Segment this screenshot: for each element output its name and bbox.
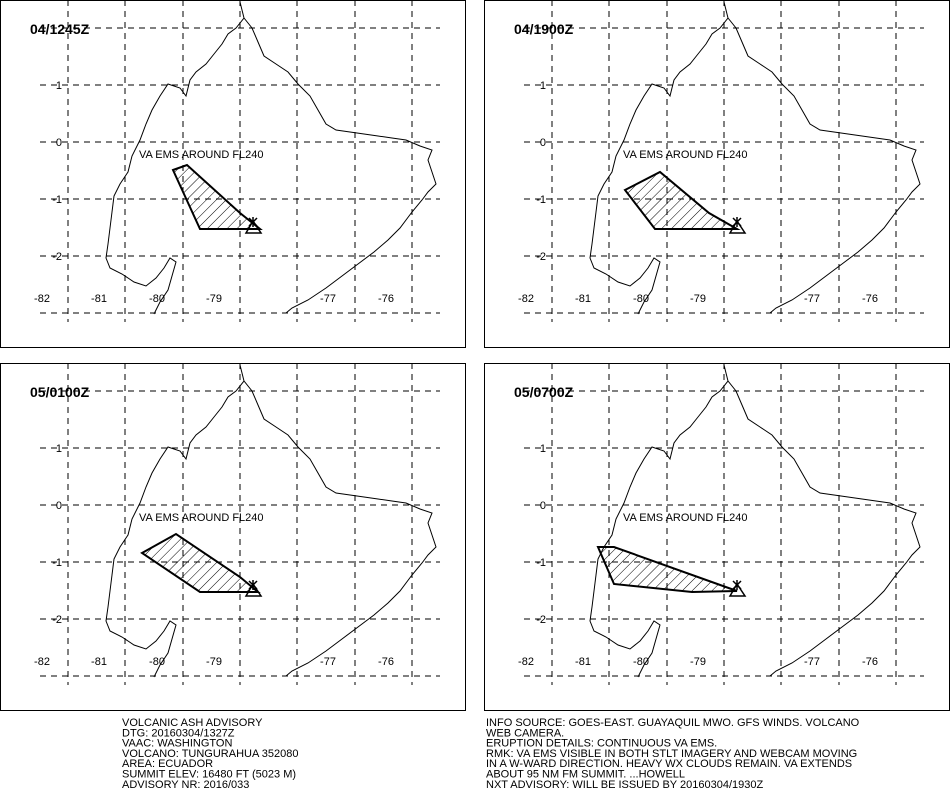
lon-label: -79 bbox=[206, 293, 222, 305]
lon-label: -77 bbox=[320, 293, 336, 305]
map-panel: 05/0100Z VA EMS AROUND FL240 1 0 -1 -2 -82 -81 -… bbox=[0, 363, 466, 711]
advisory-line: IN A W-WARD DIRECTION. HEAVY WX CLOUDS R… bbox=[486, 758, 852, 770]
advisory-line: VOLCANO: TUNGURAHUA 352080 bbox=[122, 748, 298, 760]
lon-label: -80 bbox=[633, 293, 649, 305]
volcano-symbol bbox=[728, 582, 747, 597]
advisory-line: NXT ADVISORY: WILL BE ISSUED BY 20160304… bbox=[486, 779, 763, 791]
lat-label: 0 bbox=[56, 137, 62, 149]
lat-label: -2 bbox=[52, 614, 62, 626]
lon-label: -76 bbox=[378, 656, 394, 668]
volcano-symbol bbox=[244, 219, 263, 234]
advisory-line: INFO SOURCE: GOES-EAST. GUAYAQUIL MWO. G… bbox=[486, 717, 860, 729]
lon-label: -77 bbox=[804, 656, 820, 668]
lon-label: -82 bbox=[34, 656, 50, 668]
lat-label: 0 bbox=[56, 500, 62, 512]
advisory-line: ADVISORY NR: 2016/033 bbox=[122, 779, 249, 791]
lat-label: 1 bbox=[56, 80, 62, 92]
panel-frame bbox=[484, 363, 950, 711]
lon-label: -80 bbox=[633, 656, 649, 668]
advisory-line: VAAC: WASHINGTON bbox=[122, 738, 232, 750]
lon-label: -81 bbox=[575, 293, 591, 305]
ash-label: VA EMS AROUND FL240 bbox=[623, 149, 748, 161]
lat-label: 1 bbox=[540, 443, 546, 455]
lon-label: -79 bbox=[690, 293, 706, 305]
panel-frame bbox=[0, 363, 466, 711]
volcano-star bbox=[732, 217, 742, 227]
advisory-line: WEB CAMERA. bbox=[486, 727, 564, 739]
volcano-star bbox=[248, 580, 258, 590]
volcano-symbol bbox=[244, 582, 263, 597]
ash-area bbox=[623, 170, 741, 230]
ash-label: VA EMS AROUND FL240 bbox=[139, 512, 264, 524]
panel-time: 04/1900Z bbox=[514, 21, 574, 37]
lat-label: -1 bbox=[52, 194, 62, 206]
lat-label: -2 bbox=[536, 614, 546, 626]
coastline bbox=[589, 1, 921, 315]
lat-label: -2 bbox=[536, 251, 546, 263]
lon-label: -82 bbox=[518, 656, 534, 668]
map-panel: 04/1245Z VA EMS AROUND FL240 1 0 -1 -2 -82 -81 -… bbox=[0, 0, 466, 348]
panel-time: 05/0700Z bbox=[514, 384, 574, 400]
map-panel: 04/1900Z VA EMS AROUND FL240 1 0 -1 -2 -82 -81 -… bbox=[484, 0, 950, 348]
ash-area bbox=[171, 163, 263, 230]
lat-label: -1 bbox=[52, 557, 62, 569]
lon-label: -81 bbox=[575, 656, 591, 668]
lon-label: -80 bbox=[149, 293, 165, 305]
panel-frame bbox=[484, 0, 950, 348]
lat-label: 1 bbox=[540, 80, 546, 92]
lon-label: -81 bbox=[91, 656, 107, 668]
advisory-line: ERUPTION DETAILS: CONTINUOUS VA EMS. bbox=[486, 738, 717, 750]
lon-label: -82 bbox=[518, 293, 534, 305]
advisory-line: SUMMIT ELEV: 16480 FT (5023 M) bbox=[122, 769, 296, 781]
lon-label: -80 bbox=[149, 656, 165, 668]
lon-label: -76 bbox=[862, 293, 878, 305]
lat-label: 1 bbox=[56, 443, 62, 455]
ash-label: VA EMS AROUND FL240 bbox=[623, 512, 748, 524]
lat-label: 0 bbox=[540, 500, 546, 512]
volcano-symbol bbox=[728, 219, 747, 234]
advisory-line: VOLCANIC ASH ADVISORY bbox=[122, 717, 263, 729]
ash-area bbox=[596, 546, 738, 594]
lon-label: -77 bbox=[804, 293, 820, 305]
lat-label: -1 bbox=[536, 194, 546, 206]
lon-label: -76 bbox=[862, 656, 878, 668]
coastline bbox=[105, 364, 437, 678]
lon-label: -79 bbox=[206, 656, 222, 668]
coastline bbox=[589, 364, 921, 678]
coastline bbox=[105, 1, 437, 315]
volcano-star bbox=[248, 217, 258, 227]
lat-label: 0 bbox=[540, 137, 546, 149]
lat-label: -2 bbox=[52, 251, 62, 263]
lon-label: -81 bbox=[91, 293, 107, 305]
advisory-line: DTG: 20160304/1327Z bbox=[122, 727, 235, 739]
lon-label: -77 bbox=[320, 656, 336, 668]
lon-label: -76 bbox=[378, 293, 394, 305]
lat-label: -1 bbox=[536, 557, 546, 569]
advisory-line: RMK: VA EMS VISIBLE IN BOTH STLT IMAGERY… bbox=[486, 748, 857, 760]
panel-time: 05/0100Z bbox=[30, 384, 90, 400]
ash-label: VA EMS AROUND FL240 bbox=[139, 149, 264, 161]
advisory-line: ABOUT 95 NM FM SUMMIT. ...HOWELL bbox=[486, 769, 685, 781]
volcano-star bbox=[732, 580, 742, 590]
map-panel: 05/0700Z VA EMS AROUND FL240 1 0 -1 -2 -82 -81 -… bbox=[484, 363, 950, 711]
ash-area bbox=[140, 532, 261, 593]
panel-time: 04/1245Z bbox=[30, 21, 90, 37]
advisory-line: AREA: ECUADOR bbox=[122, 758, 213, 770]
lon-label: -79 bbox=[690, 656, 706, 668]
panel-frame bbox=[0, 0, 466, 348]
lon-label: -82 bbox=[34, 293, 50, 305]
